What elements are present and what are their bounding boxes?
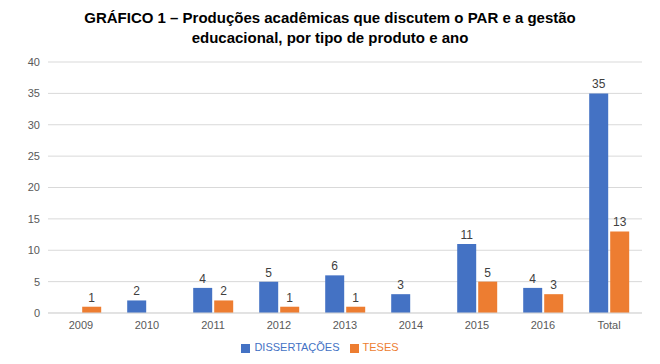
svg-text:25: 25 (28, 150, 40, 162)
svg-text:0: 0 (34, 307, 40, 319)
svg-text:2012: 2012 (267, 319, 291, 331)
svg-text:5: 5 (484, 266, 491, 280)
svg-text:2013: 2013 (333, 319, 357, 331)
svg-text:1: 1 (352, 291, 359, 305)
svg-text:10: 10 (28, 244, 40, 256)
svg-text:11: 11 (460, 228, 473, 242)
html-text:TESES: TESES (362, 341, 399, 353)
svg-text:13: 13 (613, 215, 627, 229)
svg-text:30: 30 (28, 119, 40, 131)
html-text:DISSERTAÇÕES: DISSERTAÇÕES (254, 341, 340, 353)
svg-text:2009: 2009 (69, 319, 93, 331)
svg-text:20: 20 (28, 181, 40, 193)
svg-text:40: 40 (28, 56, 40, 68)
svg-text:2010: 2010 (135, 319, 159, 331)
svg-text:3: 3 (550, 278, 557, 292)
svg-text:2011: 2011 (201, 319, 225, 331)
svg-text:6: 6 (331, 259, 338, 273)
svg-text:35: 35 (592, 77, 606, 91)
svg-text:15: 15 (28, 213, 40, 225)
svg-text:5: 5 (265, 266, 272, 280)
html-text:GRÁFICO 1 – Produções acadêmic: GRÁFICO 1 – Produções acadêmicas que dis… (84, 9, 576, 46)
svg-text:2014: 2014 (399, 319, 423, 331)
svg-text:1: 1 (286, 291, 293, 305)
svg-text:5: 5 (34, 276, 40, 288)
svg-text:2: 2 (133, 284, 140, 298)
svg-text:Total: Total (597, 319, 620, 331)
svg-text:1: 1 (88, 291, 95, 305)
svg-text:4: 4 (529, 272, 536, 286)
svg-text:3: 3 (397, 278, 404, 292)
svg-text:2: 2 (220, 284, 227, 298)
svg-text:4: 4 (199, 272, 206, 286)
svg-text:2016: 2016 (531, 319, 555, 331)
svg-text:2015: 2015 (465, 319, 489, 331)
svg-text:35: 35 (28, 87, 40, 99)
